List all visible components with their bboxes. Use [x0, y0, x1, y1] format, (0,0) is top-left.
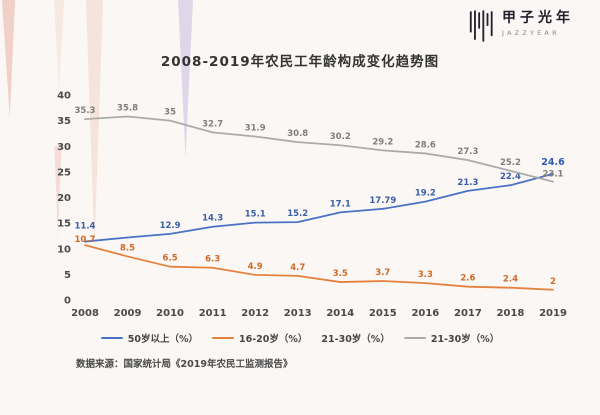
- legend-item: 21-30岁（%）: [403, 331, 500, 345]
- legend-item: 16-20岁（%）: [212, 331, 307, 345]
- brand-subtitle: JAZZYEAR: [502, 28, 560, 37]
- legend-item: 50岁以上（%）: [100, 331, 199, 345]
- y-axis-tick-label: 25: [57, 167, 71, 178]
- data-label: 28.6: [415, 140, 436, 150]
- data-label: 30.8: [287, 129, 308, 139]
- x-axis-year-label: 2018: [497, 308, 525, 319]
- data-label: 6.5: [163, 254, 178, 264]
- chart-title: 2008-2019年农民工年龄构成变化趋势图: [160, 54, 440, 70]
- y-axis-tick-label: 10: [57, 244, 71, 255]
- x-axis-year-label: 2009: [114, 308, 142, 319]
- brand-name: 甲子光年: [502, 10, 574, 26]
- data-label: 30.2: [330, 132, 351, 142]
- data-label: 3.7: [375, 268, 390, 278]
- x-axis-year-label: 2019: [539, 308, 567, 319]
- brand-logo-icon: [469, 10, 493, 42]
- chart-legend: 50岁以上（%） 16-20岁（%） 21-30岁（%） 21-30岁（%）: [0, 331, 600, 345]
- data-label: 15.2: [287, 209, 308, 219]
- legend-marker: [212, 337, 235, 339]
- legend-label: 21-30岁（%）: [321, 334, 390, 345]
- y-axis-tick-label: 40: [57, 91, 71, 102]
- legend-label: 50岁以上（%）: [127, 334, 199, 345]
- x-axis-year-label: 2012: [241, 308, 269, 319]
- data-label: 8.5: [120, 243, 135, 253]
- y-axis-tick-label: 15: [57, 219, 71, 230]
- x-axis-year-label: 2015: [369, 308, 397, 319]
- data-label: 17.1: [330, 199, 351, 209]
- legend-label: 16-20岁（%）: [239, 334, 308, 345]
- data-label: 12.9: [160, 221, 181, 231]
- data-label: 15.1: [245, 210, 266, 220]
- data-label: 3.3: [418, 270, 433, 280]
- legend-label: 21-30岁（%）: [430, 334, 500, 345]
- x-axis-year-label: 2010: [156, 308, 184, 319]
- data-label: 17.79: [369, 196, 396, 206]
- data-label: 21.3: [457, 178, 478, 188]
- x-axis-year-label: 2013: [284, 308, 312, 319]
- brand-logo-text: 甲子光年 JAZZYEAR: [502, 10, 574, 37]
- x-axis-year-label: 2011: [199, 308, 227, 319]
- data-label: 10.7: [75, 235, 96, 245]
- y-axis-tick-label: 20: [57, 193, 71, 204]
- series-line-2: [84, 115, 554, 183]
- data-label: 25.2: [500, 158, 521, 168]
- legend-marker: [100, 337, 123, 339]
- data-label: 2.6: [460, 274, 475, 284]
- data-label: 31.9: [245, 124, 266, 134]
- data-label: 35: [164, 108, 176, 118]
- data-label: 24.6: [541, 157, 565, 168]
- data-label: 32.7: [202, 119, 223, 129]
- data-source-note: 数据来源：国家统计局《2019年农民工监测报告》: [76, 359, 293, 370]
- data-label: 35.8: [117, 104, 138, 114]
- data-label: 27.3: [457, 147, 478, 157]
- y-axis-tick-label: 5: [64, 270, 71, 281]
- y-axis-tick-label: 35: [57, 116, 71, 127]
- legend-marker: [403, 337, 426, 339]
- data-label: 19.2: [415, 189, 436, 199]
- x-axis-year-label: 2016: [411, 308, 439, 319]
- data-label: 3.5: [333, 269, 348, 279]
- data-label: 35.3: [75, 106, 96, 116]
- data-label: 4.7: [290, 263, 305, 273]
- y-axis-tick-label: 30: [57, 142, 71, 153]
- data-label: 2: [550, 277, 556, 287]
- data-label: 22.4: [500, 172, 521, 182]
- legend-item: 21-30岁（%）: [321, 331, 389, 345]
- data-label: 11.4: [75, 222, 96, 232]
- series-line-0: [84, 173, 554, 243]
- data-label: 14.3: [202, 214, 223, 224]
- brand-logo: 甲子光年 JAZZYEAR: [468, 10, 574, 42]
- data-label: 29.2: [372, 137, 393, 147]
- data-label: 2.4: [503, 275, 518, 285]
- x-axis-year-label: 2014: [326, 308, 354, 319]
- series-line-1: [84, 244, 554, 291]
- x-axis-year-label: 2017: [454, 308, 482, 319]
- data-label: 6.3: [205, 255, 220, 265]
- data-label: 23.1: [543, 170, 564, 180]
- data-label: 4.9: [248, 262, 263, 272]
- x-axis-year-label: 2008: [71, 308, 99, 319]
- y-axis-tick-label: 0: [64, 296, 71, 307]
